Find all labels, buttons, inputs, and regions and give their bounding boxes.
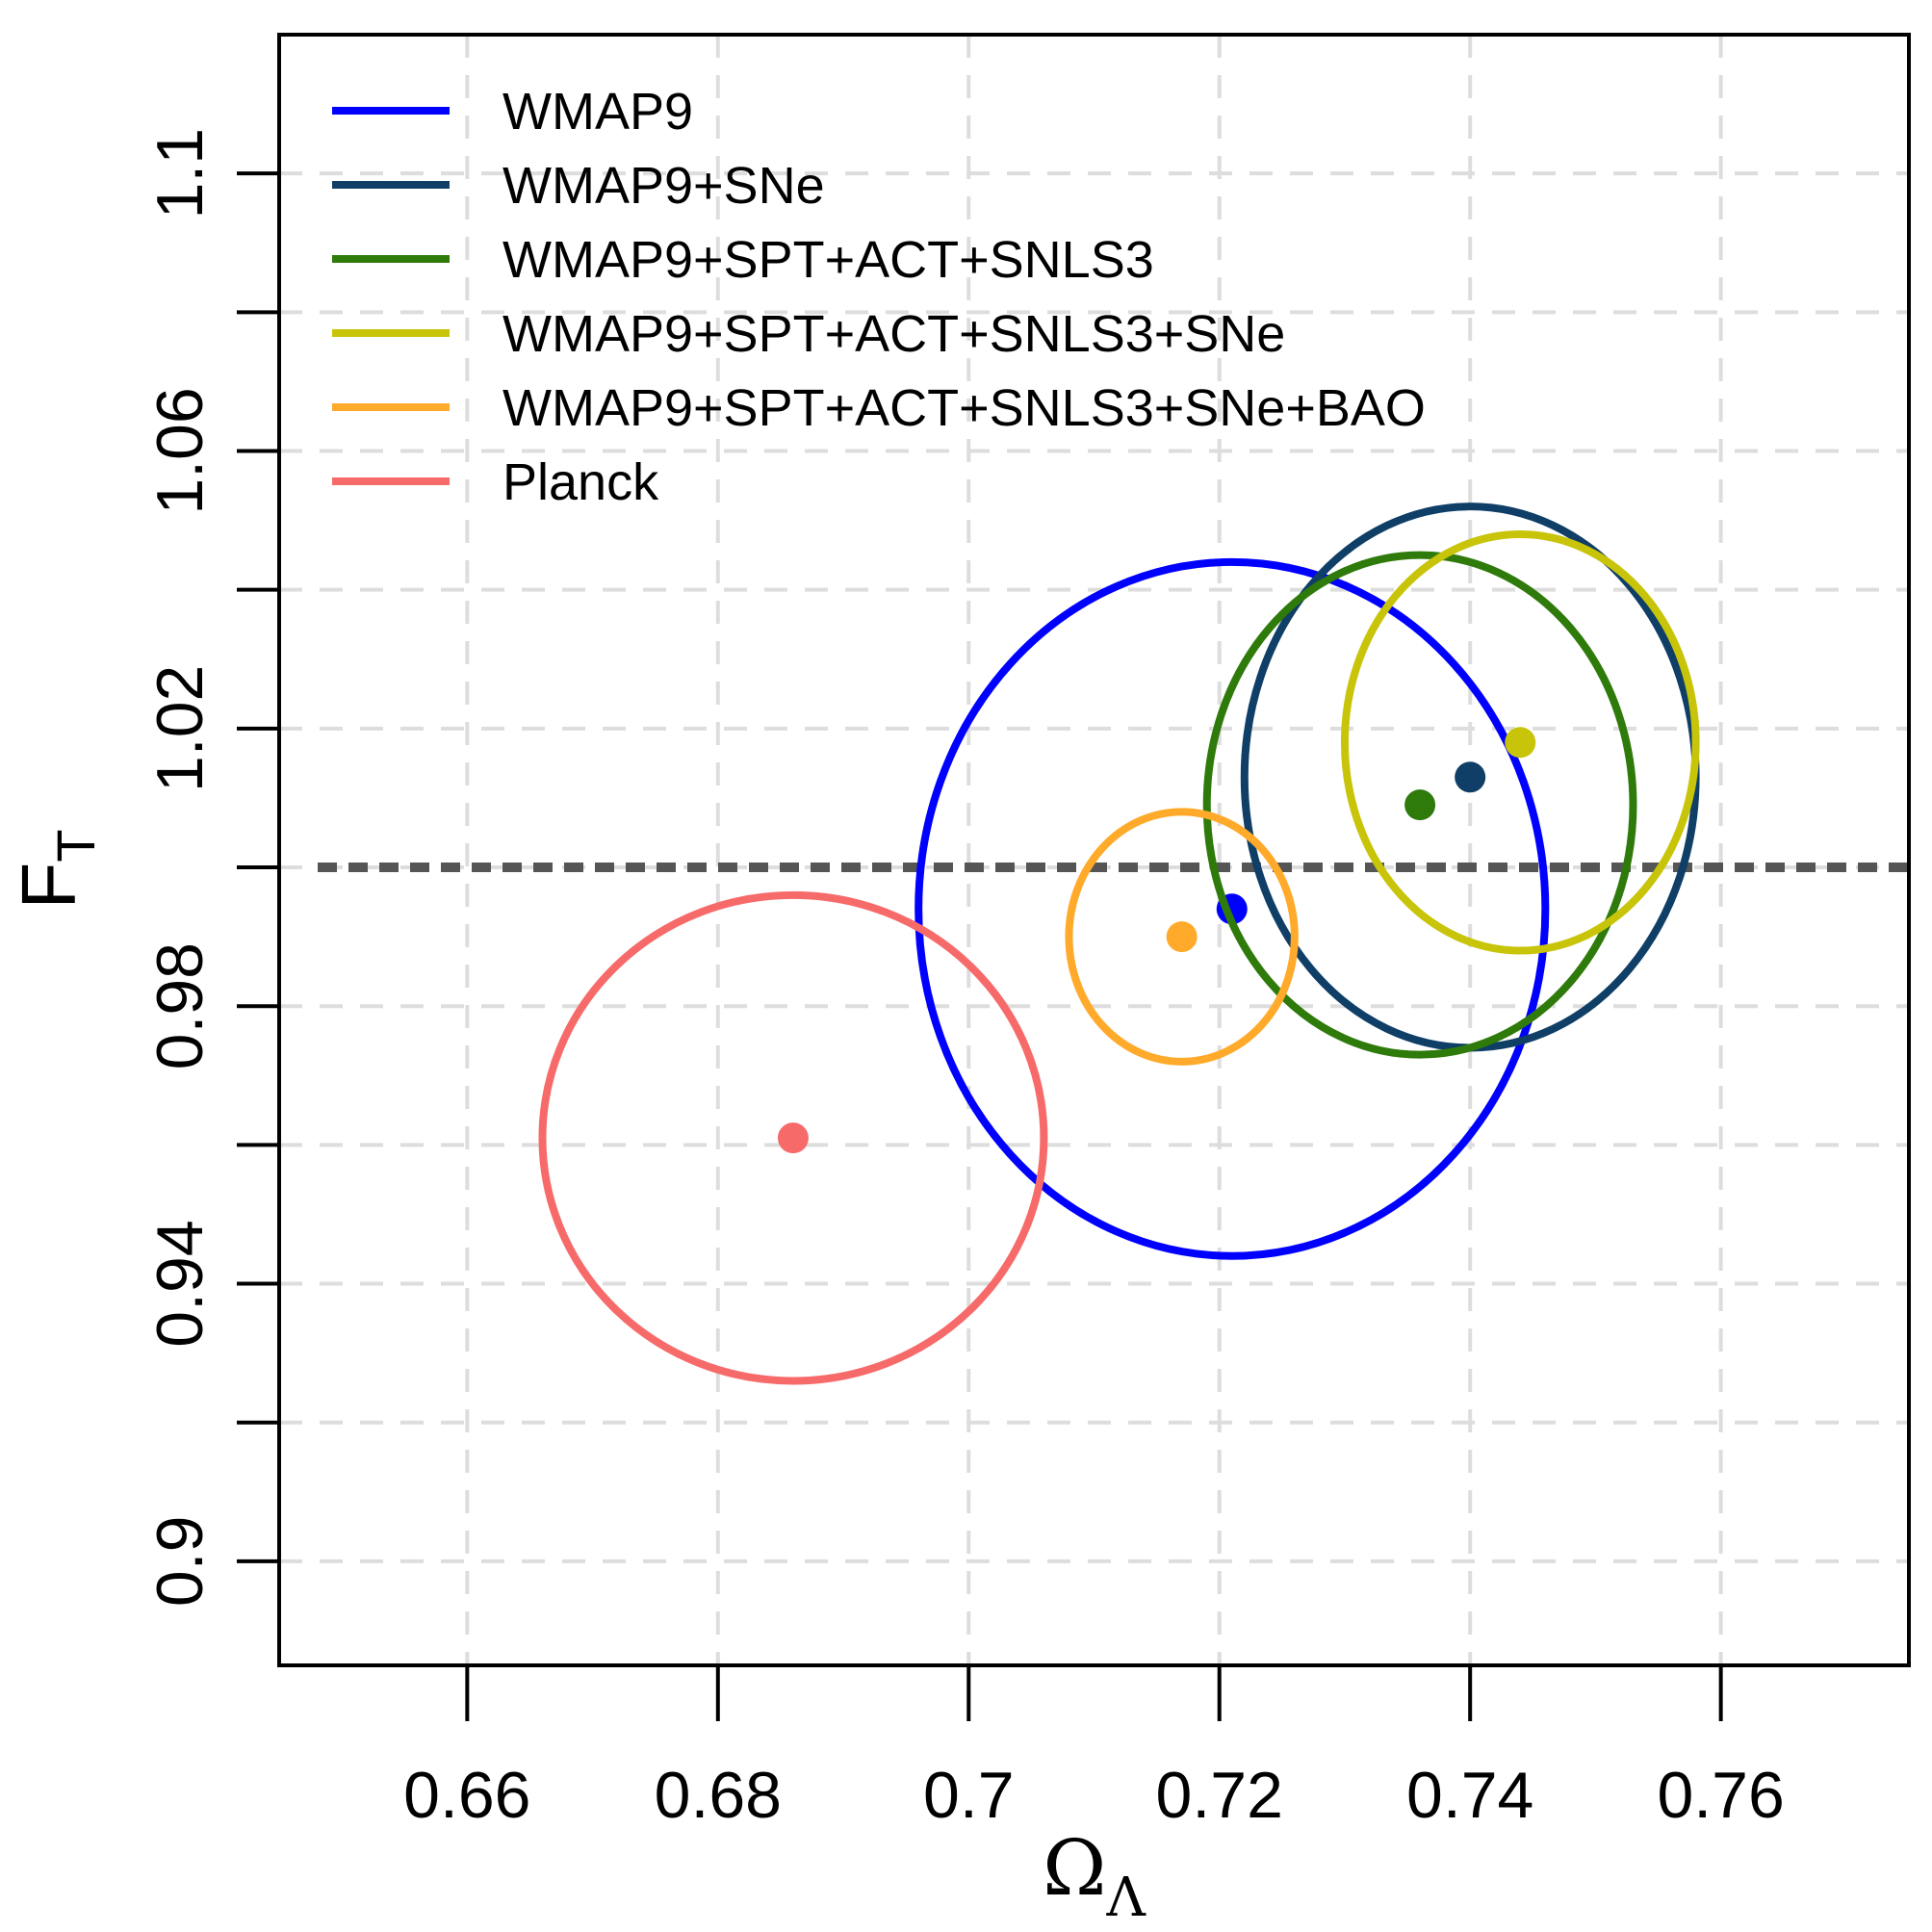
ellipse-wmap9-spt-act-snls3 [1202, 551, 1637, 1059]
point-wmap9-spt-act-snls3 [1404, 789, 1436, 821]
x-axis-title-main: Ω [1043, 1823, 1106, 1913]
y-axis: 0.9 0.94 0.98 1.02 1.06 1.1 [143, 128, 279, 1607]
legend-label-wmap9-spt-act-snls3-sne-bao: WMAP9+SPT+ACT+SNLS3+SNe+BAO [502, 379, 1426, 437]
y-tick-label: 0.98 [143, 942, 217, 1069]
x-axis-title-subscript: Λ [1105, 1867, 1146, 1929]
ellipse-wmap9-spt-act-snls3-sne-bao [1065, 808, 1299, 1066]
y-tick-label: 0.94 [143, 1220, 217, 1347]
y-tick-label: 1.1 [143, 128, 217, 219]
x-axis: 0.66 0.68 0.7 0.72 0.74 0.76 [403, 1665, 1785, 1832]
x-tick-label: 0.72 [1156, 1759, 1283, 1832]
legend-label-wmap9-spt-act-snls3-sne: WMAP9+SPT+ACT+SNLS3+SNe [502, 305, 1285, 363]
y-tick-label: 1.06 [143, 387, 217, 514]
legend: WMAP9 WMAP9+SNe WMAP9+SPT+ACT+SNLS3 WMAP9+S… [332, 83, 1426, 511]
x-tick-label: 0.7 [923, 1759, 1015, 1832]
legend-label-wmap9-sne: WMAP9+SNe [502, 157, 825, 215]
point-wmap9-sne [1455, 761, 1486, 793]
ellipse-wmap9 [914, 557, 1550, 1260]
plot-frame [277, 33, 1911, 1667]
grid [279, 35, 1909, 1665]
y-axis-title: FT [6, 829, 106, 909]
y-axis-title-main: F [6, 863, 91, 910]
point-wmap9-spt-act-snls3-sne-bao [1166, 921, 1198, 953]
x-axis-title: ΩΛ [1043, 1823, 1146, 1929]
legend-label-planck: Planck [502, 453, 659, 511]
point-planck [777, 1122, 809, 1154]
legend-label-wmap9: WMAP9 [502, 83, 693, 141]
y-tick-label: 1.02 [143, 665, 217, 792]
x-tick-label: 0.68 [655, 1759, 782, 1832]
series-layer [538, 502, 1700, 1385]
y-tick-label: 0.9 [143, 1516, 217, 1608]
legend-label-wmap9-spt-act-snls3: WMAP9+SPT+ACT+SNLS3 [502, 231, 1154, 289]
y-axis-title-subscript: T [45, 829, 106, 862]
x-tick-label: 0.66 [403, 1759, 530, 1832]
point-wmap9-spt-act-snls3-sne [1505, 727, 1536, 759]
ellipse-wmap9-spt-act-snls3-sne [1340, 530, 1700, 955]
x-tick-label: 0.74 [1406, 1759, 1533, 1832]
x-tick-label: 0.76 [1657, 1759, 1784, 1832]
ellipse-planck [538, 890, 1048, 1385]
